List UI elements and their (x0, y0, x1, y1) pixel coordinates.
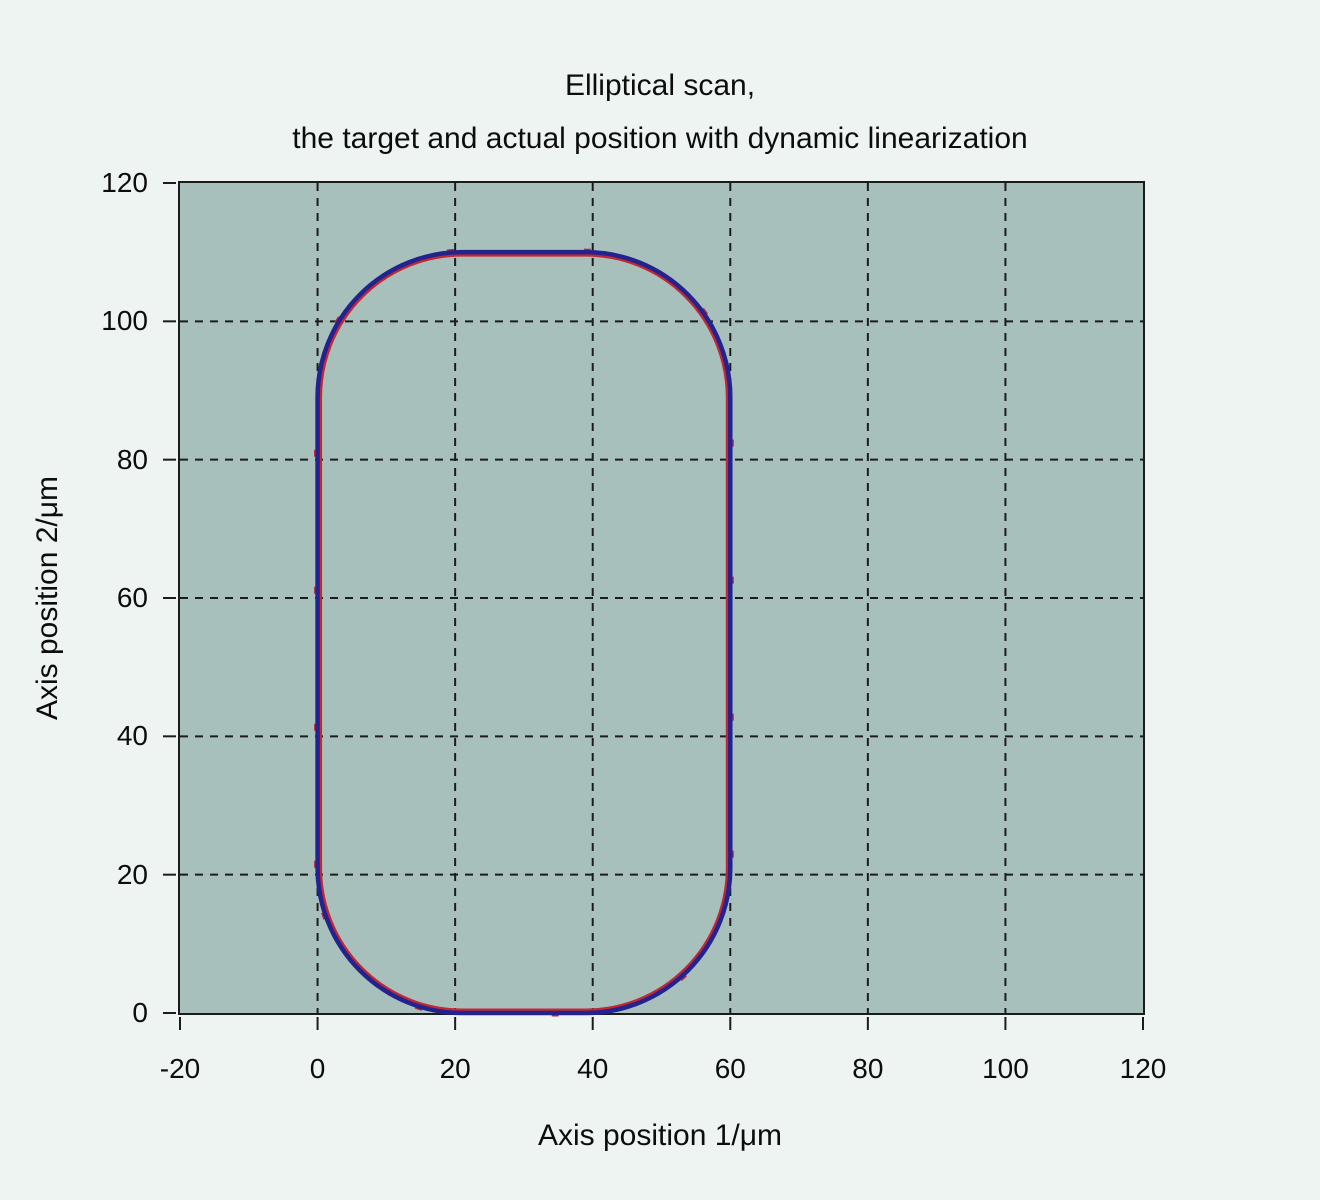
target-trace-specks (314, 248, 734, 1017)
y-tick-label: 0 (132, 997, 148, 1028)
y-tick-label: 100 (101, 305, 148, 337)
x-tick-label: 120 (1119, 1053, 1167, 1084)
x-tick-label: 60 (714, 1053, 746, 1084)
y-axis-label: Axis position 2/μm (31, 475, 64, 721)
plot-area (163, 181, 1145, 1030)
actual-position-trace (315, 249, 733, 1016)
x-tick-label: -20 (159, 1053, 201, 1084)
chart-title-line2: the target and actual position with dyna… (292, 122, 1028, 155)
target-position-trace (317, 251, 731, 1014)
x-tick-label: 100 (982, 1053, 1029, 1084)
y-tick-label: 40 (116, 720, 148, 752)
x-tick-label: 80 (852, 1053, 884, 1084)
y-tick-label: 20 (116, 858, 148, 890)
y-tick-label: 60 (116, 582, 148, 613)
x-axis-label: Axis position 1/μm (537, 1119, 783, 1152)
x-tick-label: 40 (577, 1053, 609, 1084)
y-tick-label: 120 (101, 167, 148, 198)
y-tick-label: 80 (116, 443, 148, 475)
x-tick-label: 20 (439, 1053, 471, 1084)
chart-title-line1: Elliptical scan, (564, 69, 756, 102)
scan-trajectory-plot (163, 182, 1144, 1030)
x-tick-label: 0 (309, 1053, 326, 1084)
